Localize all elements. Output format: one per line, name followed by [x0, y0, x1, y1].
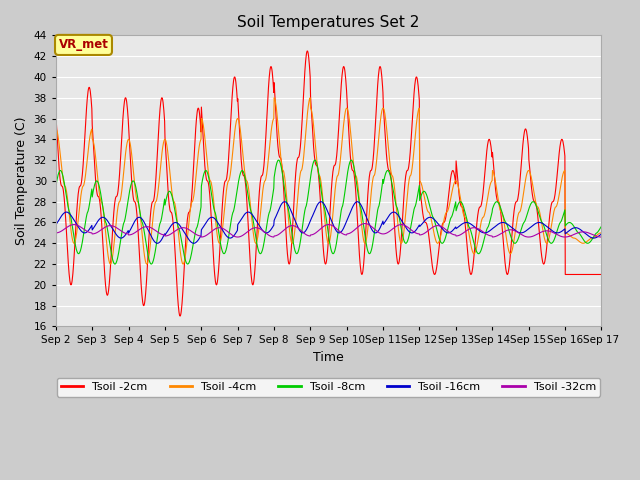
Title: Soil Temperatures Set 2: Soil Temperatures Set 2 [237, 15, 420, 30]
X-axis label: Time: Time [313, 351, 344, 364]
Text: VR_met: VR_met [59, 38, 108, 51]
Y-axis label: Soil Temperature (C): Soil Temperature (C) [15, 117, 28, 245]
Legend: Tsoil -2cm, Tsoil -4cm, Tsoil -8cm, Tsoil -16cm, Tsoil -32cm: Tsoil -2cm, Tsoil -4cm, Tsoil -8cm, Tsoi… [57, 378, 600, 396]
